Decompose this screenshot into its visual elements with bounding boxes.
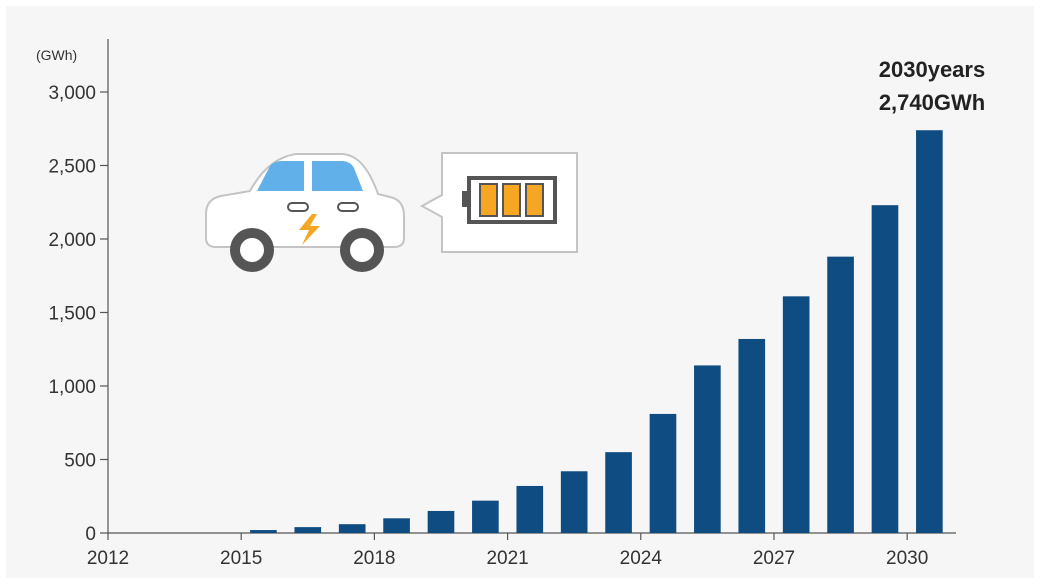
x-tick-label: 2021 bbox=[486, 548, 528, 569]
bar bbox=[694, 365, 721, 533]
bar bbox=[649, 413, 677, 533]
bar bbox=[383, 518, 410, 533]
bar bbox=[560, 471, 588, 533]
x-tick-label: 2015 bbox=[220, 548, 262, 569]
battery-icon bbox=[419, 152, 578, 253]
bar bbox=[294, 527, 322, 533]
bar bbox=[427, 510, 455, 533]
bar bbox=[782, 296, 810, 533]
x-ticks: 2012 2015 2018 2021 2024 2027 2030 bbox=[87, 533, 928, 569]
bar bbox=[250, 530, 277, 533]
y-tick-label: 2,500 bbox=[48, 157, 96, 178]
x-tick-label: 2027 bbox=[753, 548, 795, 569]
annotation-value: 2,740GWh bbox=[879, 90, 985, 115]
bar bbox=[605, 452, 632, 533]
bar bbox=[871, 205, 899, 533]
car-icon bbox=[205, 153, 405, 272]
y-ticks: 0 500 1,000 1,500 2,000 2,500 3,000 bbox=[48, 83, 108, 545]
y-tick-label: 2,000 bbox=[48, 230, 96, 251]
y-tick-label: 3,000 bbox=[48, 83, 96, 104]
x-tick-label: 2024 bbox=[620, 548, 663, 569]
bars bbox=[250, 130, 943, 533]
bar bbox=[472, 500, 499, 533]
bar-chart: (GWh) 0 500 1,000 1,500 2,000 2,500 3,000 2012… bbox=[36, 39, 985, 569]
y-tick-label: 1,500 bbox=[48, 304, 96, 325]
bar bbox=[338, 524, 366, 533]
bar bbox=[916, 130, 943, 533]
x-tick-label: 2030 bbox=[886, 548, 928, 569]
y-tick-label: 500 bbox=[64, 451, 96, 472]
y-tick-label: 1,000 bbox=[48, 377, 96, 398]
annotation-year: 2030years bbox=[879, 57, 985, 82]
chart-frame: (GWh) 0 500 1,000 1,500 2,000 2,500 3,000 2012… bbox=[6, 6, 1034, 578]
x-tick-label: 2018 bbox=[353, 548, 395, 569]
y-unit-label: (GWh) bbox=[36, 47, 77, 63]
bar bbox=[516, 485, 544, 533]
y-tick-label: 0 bbox=[85, 524, 96, 545]
x-tick-label: 2012 bbox=[87, 548, 129, 569]
bar bbox=[827, 256, 854, 533]
bar bbox=[738, 338, 766, 533]
